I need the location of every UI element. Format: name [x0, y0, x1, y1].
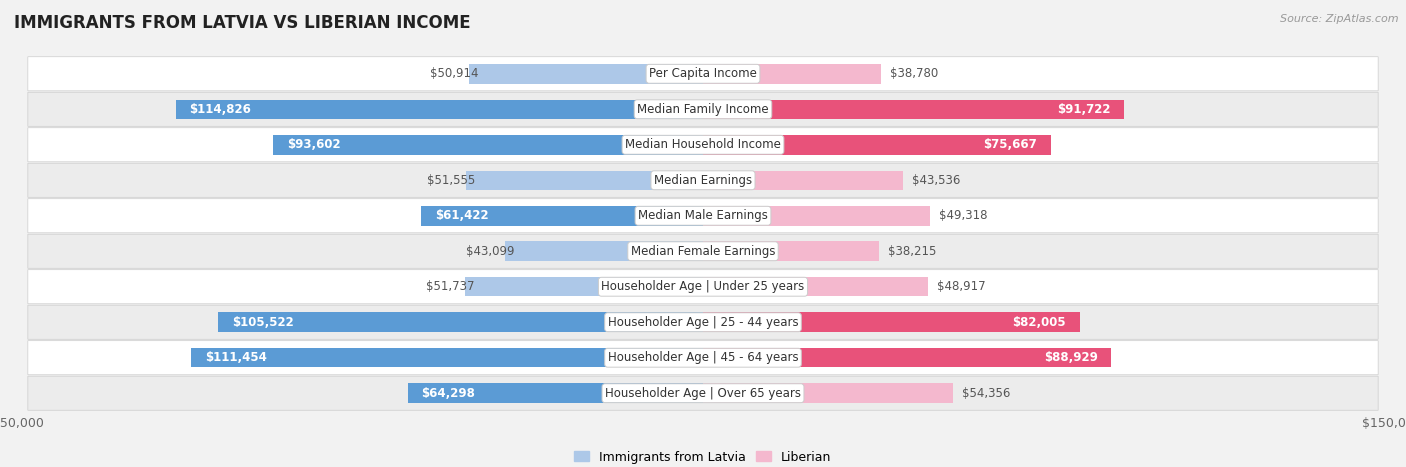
Text: $88,929: $88,929	[1043, 351, 1098, 364]
Legend: Immigrants from Latvia, Liberian: Immigrants from Latvia, Liberian	[569, 446, 837, 467]
Text: $38,780: $38,780	[890, 67, 939, 80]
FancyBboxPatch shape	[28, 163, 1378, 197]
Bar	[703, 383, 953, 403]
Text: $91,722: $91,722	[1057, 103, 1111, 116]
Text: Median Female Earnings: Median Female Earnings	[631, 245, 775, 258]
Bar	[703, 241, 879, 261]
Text: Median Male Earnings: Median Male Earnings	[638, 209, 768, 222]
Text: Householder Age | 45 - 64 years: Householder Age | 45 - 64 years	[607, 351, 799, 364]
Text: $111,454: $111,454	[205, 351, 267, 364]
FancyBboxPatch shape	[28, 199, 1378, 233]
Bar	[420, 206, 703, 226]
FancyBboxPatch shape	[28, 376, 1378, 410]
Bar	[467, 170, 703, 190]
Bar	[703, 64, 882, 84]
Text: Source: ZipAtlas.com: Source: ZipAtlas.com	[1281, 14, 1399, 24]
Text: $64,298: $64,298	[422, 387, 475, 400]
Bar	[408, 383, 703, 403]
Text: $43,099: $43,099	[465, 245, 515, 258]
Bar	[703, 348, 1112, 368]
Text: $51,737: $51,737	[426, 280, 475, 293]
Bar	[703, 99, 1125, 119]
Text: IMMIGRANTS FROM LATVIA VS LIBERIAN INCOME: IMMIGRANTS FROM LATVIA VS LIBERIAN INCOM…	[14, 14, 471, 32]
Text: $114,826: $114,826	[190, 103, 252, 116]
Text: $82,005: $82,005	[1012, 316, 1066, 329]
Text: $75,667: $75,667	[983, 138, 1036, 151]
Text: $38,215: $38,215	[887, 245, 936, 258]
Bar	[465, 277, 703, 297]
Bar	[470, 64, 703, 84]
Text: $51,555: $51,555	[427, 174, 475, 187]
Text: $54,356: $54,356	[962, 387, 1011, 400]
Bar	[703, 135, 1050, 155]
Text: $105,522: $105,522	[232, 316, 294, 329]
Bar	[505, 241, 703, 261]
FancyBboxPatch shape	[28, 234, 1378, 268]
Text: Householder Age | 25 - 44 years: Householder Age | 25 - 44 years	[607, 316, 799, 329]
Text: Per Capita Income: Per Capita Income	[650, 67, 756, 80]
Text: $93,602: $93,602	[287, 138, 340, 151]
FancyBboxPatch shape	[28, 57, 1378, 91]
Bar	[176, 99, 703, 119]
Text: Median Earnings: Median Earnings	[654, 174, 752, 187]
Bar	[703, 312, 1080, 332]
Bar	[273, 135, 703, 155]
FancyBboxPatch shape	[28, 305, 1378, 339]
FancyBboxPatch shape	[28, 128, 1378, 162]
FancyBboxPatch shape	[28, 270, 1378, 304]
Text: $49,318: $49,318	[939, 209, 987, 222]
Text: Median Household Income: Median Household Income	[626, 138, 780, 151]
Text: $50,914: $50,914	[430, 67, 478, 80]
Text: $43,536: $43,536	[912, 174, 960, 187]
FancyBboxPatch shape	[28, 341, 1378, 375]
FancyBboxPatch shape	[28, 92, 1378, 126]
Text: $61,422: $61,422	[434, 209, 488, 222]
Text: $48,917: $48,917	[936, 280, 986, 293]
Bar	[703, 170, 903, 190]
Bar	[191, 348, 703, 368]
Text: Householder Age | Over 65 years: Householder Age | Over 65 years	[605, 387, 801, 400]
Text: Householder Age | Under 25 years: Householder Age | Under 25 years	[602, 280, 804, 293]
Bar	[703, 206, 929, 226]
Bar	[218, 312, 703, 332]
Bar	[703, 277, 928, 297]
Text: Median Family Income: Median Family Income	[637, 103, 769, 116]
